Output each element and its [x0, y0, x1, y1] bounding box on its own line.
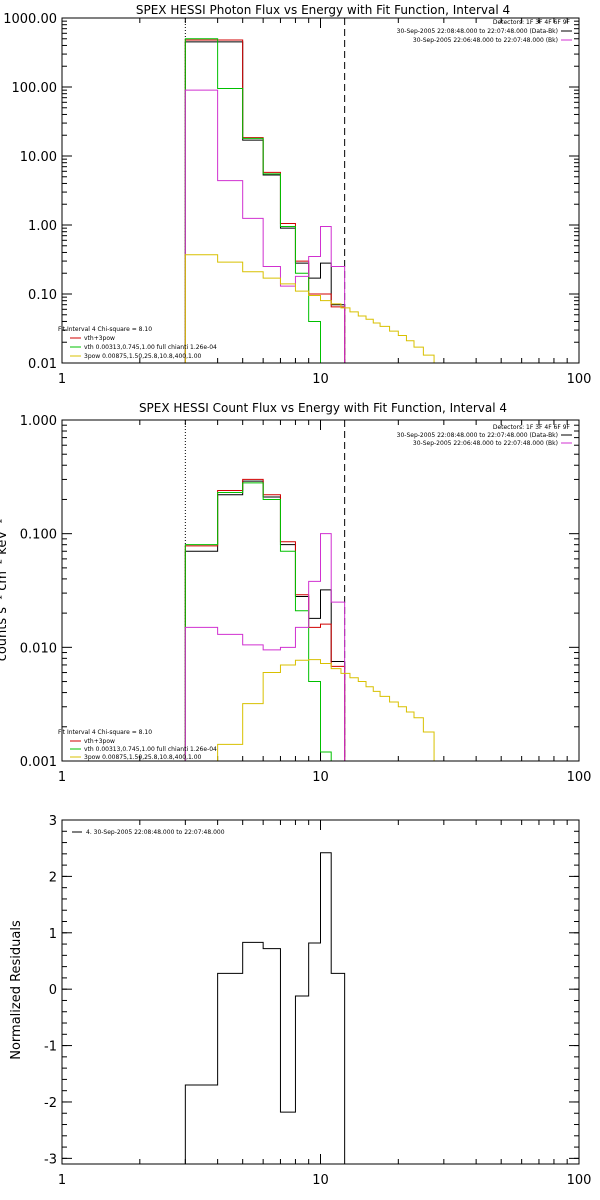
count-info-line: 30-Sep-2005 22:08:48.000 to 22:07:48.000…	[397, 432, 558, 439]
photon-y-tick-label: 1000.00	[3, 12, 57, 27]
count-series-3-step-line	[184, 533, 346, 761]
resid-y-axis-label: Normalized Residuals	[9, 920, 24, 1060]
resid-y-tick-label: -1	[44, 1040, 57, 1055]
count-x-tick-label: 100	[567, 770, 592, 785]
count-info: Detectors: 1F 3F 4F 6F 9F 30-Sep-2005 22…	[397, 424, 572, 447]
count-series	[184, 478, 435, 762]
photon-y-tick-label: 0.10	[28, 288, 57, 303]
resid-series	[184, 852, 346, 1164]
photon-series-4-step-line	[184, 254, 435, 363]
count-y-ticks: 1.000 0.100 0.010 0.001	[20, 414, 579, 770]
photon-legend-line: 3pow 0.00875,1.50,25.8,10.8,400,1.00	[84, 353, 202, 360]
count-y-axis-label: counts s⁻¹ cm⁻² keV⁻¹	[0, 519, 10, 662]
resid-legend-line: 4. 30-Sep-2005 22:08:48.000 to 22:07:48.…	[86, 829, 225, 836]
count-y-tick-label: 0.100	[20, 528, 57, 543]
photon-legend-line: vth+3pow	[84, 335, 115, 342]
resid-y-tick-label: 0	[49, 983, 57, 998]
photon-x-tick-label: 10	[312, 372, 329, 387]
photon-info-line: 30-Sep-2005 22:08:48.000 to 22:07:48.000…	[397, 28, 558, 35]
photon-series	[184, 38, 435, 364]
photon-y-tick-label: 10.00	[20, 150, 57, 165]
resid-y-tick-label: -3	[44, 1152, 57, 1167]
photon-info-line: 30-Sep-2005 22:06:48.000 to 22:07:48.000…	[413, 37, 558, 44]
count-plot-frame	[61, 419, 580, 762]
resid-x-ticks: 1 10 100	[58, 820, 592, 1188]
count-y-tick-label: 0.001	[20, 755, 57, 770]
resid-y-tick-label: 2	[49, 870, 57, 885]
count-series-2-step-line	[184, 482, 332, 761]
photon-legend: Fit Interval 4 Chi-square = 8.10 vth+3po…	[58, 326, 217, 360]
resid-x-tick-label: 1	[58, 1173, 66, 1188]
photon-y-tick-label: 0.01	[28, 357, 57, 372]
count-x-tick-label: 10	[312, 770, 329, 785]
resid-x-tick-label: 10	[312, 1173, 329, 1188]
count-panel: SPEX HESSI Count Flux vs Energy with Fit…	[0, 401, 591, 785]
count-y-tick-label: 0.010	[20, 641, 57, 656]
photon-series-3-step-line	[184, 89, 346, 363]
photon-series-2-step-line	[184, 38, 332, 364]
resid-y-ticks: 3 2 1 0 -1 -2 -3	[44, 814, 579, 1167]
count-legend-line: vth+3pow	[84, 738, 115, 745]
photon-x-tick-label: 1	[58, 372, 66, 387]
resid-y-tick-label: 1	[49, 927, 57, 942]
photon-y-tick-label: 100.00	[12, 81, 58, 96]
count-info-line: 30-Sep-2005 22:06:48.000 to 22:07:48.000…	[413, 440, 558, 447]
count-y-tick-label: 1.000	[20, 414, 57, 429]
count-vlines	[184, 420, 346, 761]
photon-legend-line: vth 0.00313,0.745,1.00 full chianti 1.26…	[84, 344, 217, 351]
photon-panel: SPEX HESSI Photon Flux vs Energy with Fi…	[3, 3, 591, 387]
count-series-0-step-line	[184, 480, 346, 761]
photon-legend-line: Fit Interval 4 Chi-square = 8.10	[58, 326, 152, 333]
count-legend-line: Fit Interval 4 Chi-square = 8.10	[58, 729, 152, 736]
count-info-line: Detectors: 1F 3F 4F 6F 9F	[493, 424, 571, 431]
photon-vlines	[184, 18, 346, 363]
count-legend: Fit Interval 4 Chi-square = 8.10 vth+3po…	[58, 729, 217, 761]
count-series-4-step-line	[185, 659, 435, 762]
photon-y-tick-label: 1.00	[28, 219, 57, 234]
resid-legend: 4. 30-Sep-2005 22:08:48.000 to 22:07:48.…	[72, 829, 225, 836]
resid-y-tick-label: 3	[49, 814, 57, 829]
photon-y-ticks: 1000.00 100.00 10.00 1.00 0.10 0.01	[3, 12, 579, 372]
count-legend-line: 3pow 0.00875,1.50,25.8,10.8,400,1.00	[84, 754, 202, 761]
count-title: SPEX HESSI Count Flux vs Energy with Fit…	[139, 401, 507, 415]
resid-y-tick-label: -2	[44, 1096, 57, 1111]
photon-series-1-step-line	[184, 39, 346, 363]
photon-info: Detectors: 1F 3F 4F 6F 9F 30-Sep-2005 22…	[397, 19, 572, 44]
photon-title: SPEX HESSI Photon Flux vs Energy with Fi…	[136, 3, 510, 17]
photon-x-tick-label: 100	[567, 372, 592, 387]
count-legend-line: vth 0.00313,0.745,1.00 full chianti 1.26…	[84, 746, 217, 753]
resid-series-0-step-line	[184, 852, 346, 1164]
resid-x-tick-label: 100	[567, 1173, 592, 1188]
photon-plot-frame	[61, 17, 580, 364]
photon-info-line: Detectors: 1F 3F 4F 6F 9F	[493, 19, 571, 26]
count-series-1-step-line	[184, 478, 346, 761]
resid-plot-frame	[61, 819, 580, 1165]
count-x-tick-label: 1	[58, 770, 66, 785]
